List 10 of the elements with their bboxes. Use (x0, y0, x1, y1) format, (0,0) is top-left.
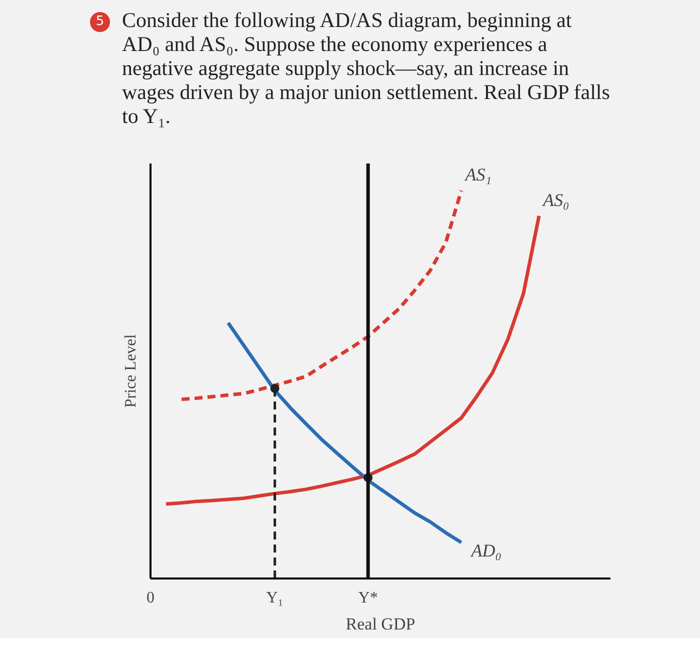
x-tick-label: Y₁ (266, 590, 284, 606)
series-label: AS₁ (464, 164, 492, 185)
series-label: AS₀ (542, 190, 570, 210)
x-axis-title: Real GDP (346, 614, 416, 634)
x-tick-label: 0 (146, 590, 154, 606)
y-axis-title: Price Level (122, 334, 140, 408)
series-label: AD₀ (470, 540, 502, 560)
text: 5 (90, 12, 110, 32)
x-tick-label: Y* (358, 590, 378, 606)
chart-title: Consider the following AD/AS diagram, beginning at AD₀ and AS₀. Suppose the economy experiences a negative aggregate supply shock—say, an increase in wages driven by a major union settlement. Real GDP falls to Y₁. (122, 8, 610, 128)
